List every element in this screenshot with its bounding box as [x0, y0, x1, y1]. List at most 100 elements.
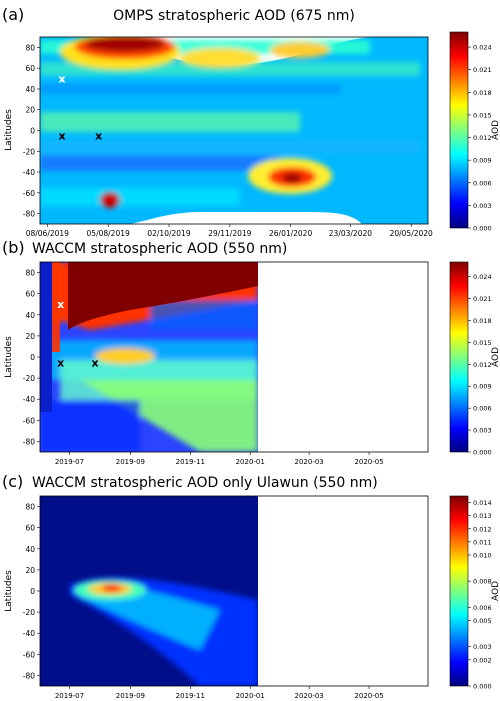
panel-b-markers: x x x: [57, 298, 98, 369]
colorbar-tick-label: 0.013: [473, 512, 492, 520]
colorbar-tick-label: 0.015: [473, 339, 492, 347]
panel-b-y-axis: 80 60 40 20 0 -20 -40 -60 -80: [23, 269, 40, 446]
colorbar-tick-label: 0.014: [473, 499, 492, 507]
y-tick-label: -20: [23, 147, 35, 156]
panel-a: (a) OMPS stratospheric AOD (675 nm): [2, 5, 500, 238]
x-tick-label: 2020-03: [295, 458, 324, 466]
y-tick-label: -20: [23, 608, 35, 617]
colorbar-tick-label: 0.000: [473, 225, 492, 233]
panel-b-colorbar: [449, 261, 469, 453]
panel-a-colorbar-label: AOD: [491, 120, 500, 140]
y-tick-label: -60: [23, 416, 35, 425]
y-tick-label: 80: [25, 503, 35, 512]
colorbar-tick-label: 0.024: [473, 44, 492, 52]
colorbar-tick-label: 0.012: [473, 134, 492, 142]
event-marker: x: [57, 298, 64, 311]
y-tick-label: -60: [23, 650, 35, 659]
colorbar-tick-label: 0.011: [473, 538, 492, 546]
panel-b-colorbar-ticks: 0.024 0.021 0.018 0.015 0.012 0.009 0.006 0.003…: [468, 273, 492, 457]
panel-a-heatmap: [40, 37, 428, 224]
y-tick-label: 60: [25, 524, 35, 533]
y-tick-label: -40: [23, 395, 35, 404]
panel-b-label: (b): [2, 238, 25, 257]
event-marker: x: [57, 356, 64, 369]
panel-b-x-axis: 2019-07 2019-09 2019-11 2020-01 2020-03 2020-…: [55, 452, 384, 466]
colorbar-tick-label: 0.024: [473, 273, 492, 281]
y-tick-label: 60: [25, 290, 35, 299]
panel-b-colorbar-label: AOD: [491, 347, 500, 367]
event-marker: x: [95, 130, 102, 143]
panel-c-heatmap: [40, 496, 258, 686]
y-tick-label: -80: [23, 671, 35, 680]
panel-c: (c) WACCM stratospheric AOD only Ulawun …: [2, 472, 500, 700]
colorbar-tick-label: 0.021: [473, 66, 492, 74]
x-tick-label: 2019-09: [116, 458, 145, 466]
event-marker: x: [58, 73, 65, 86]
y-tick-label: 40: [25, 85, 35, 94]
panel-a-colorbar: [449, 31, 469, 229]
panel-a-label: (a): [2, 5, 24, 24]
colorbar-tick-label: 0.005: [473, 617, 492, 625]
panel-c-y-axis: 80 60 40 20 0 -20 -40 -60 -80: [23, 503, 40, 680]
colorbar-tick-label: 0.008: [473, 578, 492, 586]
panel-b-heatmap: [40, 262, 258, 452]
y-tick-label: 20: [25, 332, 35, 341]
x-tick-label: 2019-11: [176, 692, 205, 700]
colorbar-tick-label: 0.000: [473, 449, 492, 457]
y-tick-label: -80: [23, 210, 35, 219]
colorbar-tick-label: 0.018: [473, 317, 492, 325]
colorbar-tick-label: 0.003: [473, 427, 492, 435]
colorbar-tick-label: 0.000: [473, 683, 492, 691]
panel-a-x-axis: 08/06/2019 05/08/2019 02/10/2019 29/11/2019…: [26, 224, 433, 238]
panel-c-colorbar: [449, 495, 469, 687]
x-tick-label: 2020-01: [236, 692, 265, 700]
x-tick-label: 20/05/2020: [390, 229, 433, 238]
x-tick-label: 08/06/2019: [26, 229, 69, 238]
panel-c-title: WACCM stratospheric AOD only Ulawun (550…: [32, 475, 378, 491]
panel-a-title: OMPS stratospheric AOD (675 nm): [113, 8, 355, 24]
colorbar-tick-label: 0.003: [473, 643, 492, 651]
x-tick-label: 2020-05: [354, 458, 383, 466]
y-tick-label: 20: [25, 566, 35, 575]
colorbar-tick-label: 0.006: [473, 179, 492, 187]
event-marker: x: [58, 130, 65, 143]
panel-c-x-axis: 2019-07 2019-09 2019-11 2020-01 2020-03 2020-…: [55, 686, 384, 700]
y-tick-label: 80: [25, 269, 35, 278]
panel-a-y-axis: 80 60 40 20 0 -20 -40 -60 -80: [23, 43, 40, 219]
x-tick-label: 2020-05: [354, 692, 383, 700]
y-tick-label: 60: [25, 64, 35, 73]
y-tick-label: -40: [23, 168, 35, 177]
y-tick-label: -40: [23, 629, 35, 638]
colorbar-tick-label: 0.021: [473, 295, 492, 303]
x-tick-label: 26/01/2020: [269, 229, 312, 238]
y-tick-label: 40: [25, 545, 35, 554]
colorbar-tick-label: 0.018: [473, 89, 492, 97]
event-marker: x: [91, 356, 98, 369]
colorbar-tick-label: 0.015: [473, 111, 492, 119]
x-tick-label: 02/10/2019: [147, 229, 190, 238]
x-tick-label: 2019-07: [55, 692, 84, 700]
y-tick-label: -80: [23, 437, 35, 446]
y-tick-label: 20: [25, 106, 35, 115]
y-tick-label: -60: [23, 189, 35, 198]
y-tick-label: 80: [25, 43, 35, 52]
y-tick-label: 0: [30, 127, 35, 136]
panel-a-ylabel: Latitudes: [4, 109, 14, 151]
colorbar-tick-label: 0.012: [473, 361, 492, 369]
colorbar-tick-label: 0.009: [473, 157, 492, 165]
panel-c-colorbar-label: AOD: [491, 581, 500, 601]
x-tick-label: 29/11/2019: [208, 229, 251, 238]
x-tick-label: 23/03/2020: [329, 229, 372, 238]
panel-b-title: WACCM stratospheric AOD (550 nm): [32, 241, 287, 257]
panel-b-ylabel: Latitudes: [4, 336, 14, 378]
y-tick-label: 0: [30, 353, 35, 362]
panel-a-colorbar-ticks: 0.024 0.021 0.018 0.015 0.012 0.009 0.006 0.003…: [468, 44, 492, 233]
colorbar-tick-label: 0.012: [473, 525, 492, 533]
colorbar-tick-label: 0.006: [473, 604, 492, 612]
y-tick-label: 0: [30, 587, 35, 596]
x-tick-label: 2020-03: [295, 692, 324, 700]
panel-c-colorbar-ticks: 0.014 0.013 0.012 0.011 0.010 0.008 0.006 0.005…: [468, 499, 492, 691]
colorbar-tick-label: 0.002: [473, 656, 492, 664]
colorbar-tick-label: 0.003: [473, 202, 492, 210]
